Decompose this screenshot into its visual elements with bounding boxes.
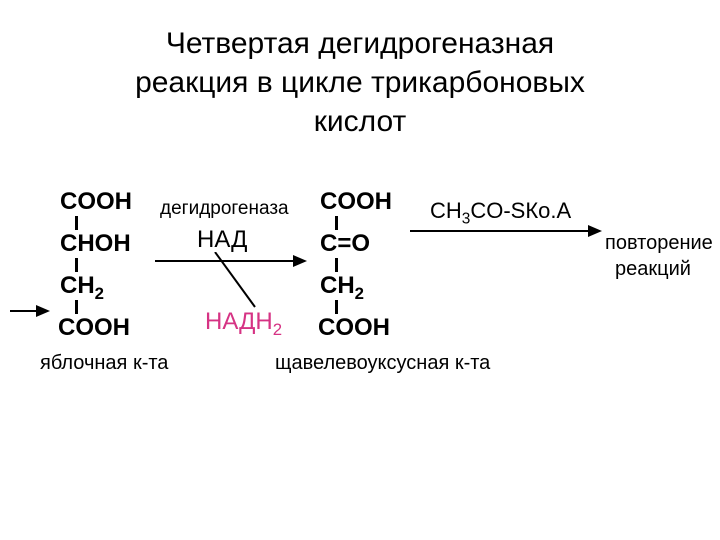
title-line-1: Четвертая дегидрогеназная [166,27,554,60]
result-label: повторение реакций [605,230,713,282]
arrow2-line [410,230,590,232]
mol1-line1: COOH [60,190,132,214]
mol1-bond1 [75,216,78,230]
mol1-line3-prefix: CH [60,272,95,299]
nadh-prefix: НАДН [205,308,273,335]
mol2-bond3 [335,300,338,314]
mol1-bond3 [75,300,78,314]
mol2-bond2 [335,258,338,272]
mol1-line4: COOH [58,316,130,340]
nadh-sub: 2 [273,320,282,339]
mol2-name: щавелевоуксусная к-та [275,352,490,375]
mol2-line2: C=O [320,232,370,256]
mol1-line3: CH2 [60,274,104,303]
arrow2-prefix: CH [430,198,462,223]
result-line2: реакций [615,258,691,280]
arrow1-head [293,255,307,267]
arrow2-top-label: CH3CO-SКо.A [430,198,571,228]
mol1-name: яблочная к-та [40,352,168,375]
arrow1-cofactor-in: НАД [197,228,247,252]
result-line1: повторение [605,232,713,254]
mol2-bond1 [335,216,338,230]
arrow2-head [588,225,602,237]
entry-arrow-line [10,310,38,312]
mol1-bond2 [75,258,78,272]
mol1-line2: CHOH [60,232,131,256]
arrow1-cofactor-out: НАДН2 [205,310,282,339]
entry-arrow-head [36,305,50,317]
mol2-line3-prefix: CH [320,272,355,299]
mol2-line3-sub: 2 [355,284,364,303]
title-line-2: реакция в цикле трикарбоновых [135,66,585,99]
title-line-3: кислот [314,105,407,138]
arrow1-enzyme-label: дегидрогеназа [160,198,289,220]
slide-title: Четвертая дегидрогеназная реакция в цикл… [0,0,720,141]
mol2-line4: COOH [318,316,390,340]
arrow2-suffix: CO-SКо.A [470,198,571,223]
mol1-line3-sub: 2 [95,284,104,303]
mol2-line1: COOH [320,190,392,214]
reaction-diagram: COOH CHOH CH2 COOH яблочная к-та дегидро… [0,180,720,520]
mol2-line3: CH2 [320,274,364,303]
